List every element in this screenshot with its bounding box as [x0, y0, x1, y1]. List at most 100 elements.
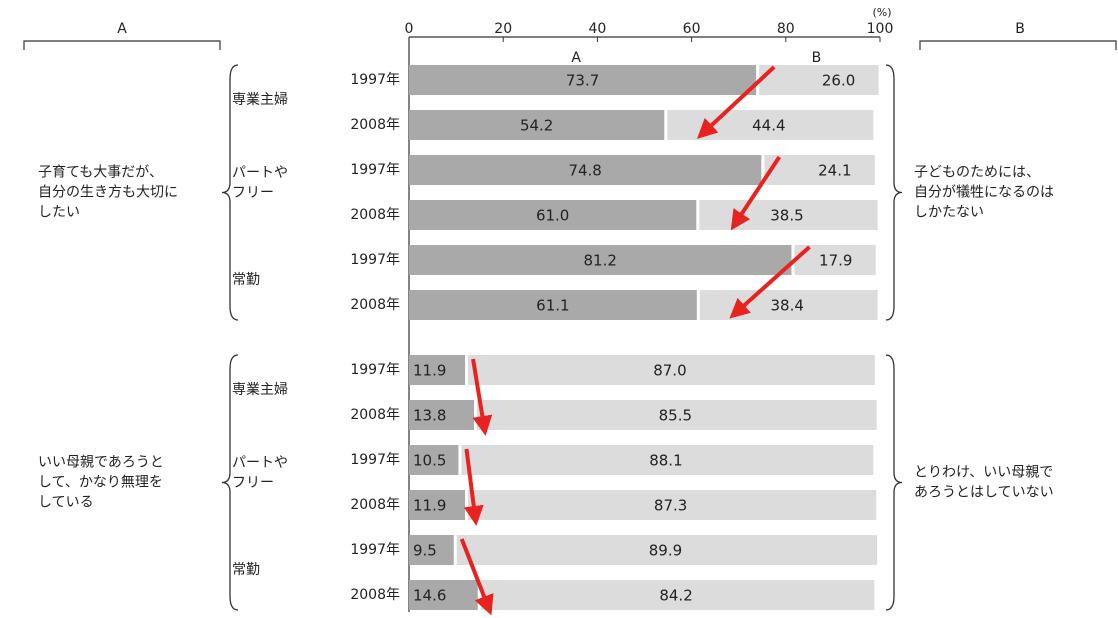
right-description-line: とりわけ、いい母親で — [914, 465, 1053, 481]
value-label-b: 87.3 — [654, 497, 687, 515]
value-label-a: 10.5 — [413, 452, 446, 470]
value-label-b: 44.4 — [752, 117, 785, 135]
bar-segment-b — [764, 155, 875, 185]
year-label: 2008年 — [350, 117, 400, 133]
year-label: 1997年 — [350, 542, 400, 558]
year-label: 1997年 — [350, 452, 400, 468]
value-label-a: 74.8 — [568, 162, 601, 180]
value-label-a: 61.0 — [536, 207, 569, 225]
right-description-line: 自分が犠牲になるのは — [914, 184, 1054, 201]
change-arrow — [471, 358, 493, 436]
value-label-a: 14.6 — [413, 587, 446, 605]
value-label-b: 88.1 — [649, 452, 682, 470]
year-label: 1997年 — [350, 362, 400, 378]
bar-segment-a — [409, 155, 762, 185]
right-description-line: あろうとはしていない — [914, 485, 1054, 501]
x-tick-label: 20 — [494, 21, 512, 37]
category-label: 専業主婦 — [232, 381, 288, 398]
bar-segment-b — [699, 200, 878, 230]
bar-segment-b — [456, 535, 878, 565]
bar-segment-a — [409, 535, 454, 565]
change-arrow — [459, 538, 494, 616]
left-description-line: 子育ても大事だが、 — [38, 165, 163, 181]
left-brace — [221, 64, 239, 321]
header-right-bracket — [919, 40, 1117, 50]
category-label: フリー — [232, 475, 274, 491]
bar-segment-a — [409, 355, 466, 385]
bar-segment-a — [409, 110, 665, 140]
bar-segment-a — [409, 445, 459, 475]
category-label: 常勤 — [232, 272, 260, 288]
category-label: 専業主婦 — [232, 91, 288, 108]
year-label: 2008年 — [350, 407, 400, 423]
right-brace — [885, 64, 903, 321]
year-label: 1997年 — [350, 252, 400, 268]
series-label-a: A — [571, 50, 581, 66]
bar-segment-a — [409, 245, 792, 275]
x-tick-label: 100 — [867, 21, 894, 37]
year-label: 1997年 — [350, 162, 400, 178]
value-label-a: 61.1 — [536, 297, 569, 315]
value-label-a: 81.2 — [584, 252, 617, 270]
x-tick-label: 80 — [777, 21, 795, 37]
value-label-a: 9.5 — [413, 542, 437, 560]
value-label-a: 73.7 — [566, 72, 599, 90]
header-right-label: B — [1015, 21, 1025, 37]
x-tick-label: 40 — [588, 21, 606, 37]
category-label: フリー — [232, 185, 274, 201]
bar-segment-a — [409, 400, 474, 430]
left-description-line: したい — [38, 205, 80, 221]
year-label: 1997年 — [350, 72, 400, 88]
right-description-line: しかたない — [914, 205, 984, 221]
bar-segment-b — [759, 65, 879, 95]
x-tick-label: 60 — [683, 21, 701, 37]
year-label: 2008年 — [350, 297, 400, 313]
value-label-a: 11.9 — [413, 497, 446, 515]
value-label-b: 89.9 — [649, 542, 682, 560]
bar-segment-b — [468, 355, 875, 385]
category-label: パートや — [232, 165, 288, 181]
right-description-line: 子どものためには、 — [914, 165, 1040, 181]
bar-segment-a — [409, 290, 697, 320]
year-label: 2008年 — [350, 587, 400, 603]
bar-segment-a — [409, 200, 697, 230]
x-tick-label: 0 — [405, 21, 414, 37]
change-arrow — [463, 448, 484, 526]
value-label-a: 13.8 — [413, 407, 446, 425]
value-label-b: 84.2 — [659, 587, 692, 605]
category-label: パートや — [232, 455, 288, 471]
bar-segment-b — [480, 580, 875, 610]
left-description-line: 自分の生き方も大切に — [38, 185, 178, 201]
value-label-a: 11.9 — [413, 362, 446, 380]
left-brace — [221, 354, 239, 611]
bar-segment-b — [461, 445, 874, 475]
series-label-b: B — [812, 50, 822, 66]
category-label: 常勤 — [232, 562, 260, 578]
value-label-a: 54.2 — [520, 117, 553, 135]
bar-segment-a — [409, 65, 757, 95]
year-label: 2008年 — [350, 207, 400, 223]
value-label-b: 85.5 — [659, 407, 692, 425]
header-left-label: A — [117, 21, 127, 37]
year-label: 2008年 — [350, 497, 400, 513]
value-label-b: 26.0 — [822, 72, 855, 90]
bar-segment-b — [468, 490, 877, 520]
value-label-b: 38.5 — [770, 207, 803, 225]
right-brace — [885, 354, 903, 611]
change-arrow — [729, 245, 811, 319]
bar-segment-b — [476, 400, 877, 430]
value-label-b: 24.1 — [818, 162, 851, 180]
value-label-b: 38.4 — [771, 297, 804, 315]
header-left-bracket — [23, 40, 221, 50]
left-description-line: して、かなり無理を — [38, 475, 163, 491]
left-description-line: している — [38, 495, 94, 511]
value-label-b: 17.9 — [819, 252, 852, 270]
change-arrow — [696, 65, 776, 139]
x-axis-unit: (%) — [872, 6, 891, 19]
bar-segment-a — [409, 580, 478, 610]
change-arrow — [730, 155, 781, 231]
value-label-b: 87.0 — [653, 362, 686, 380]
left-description-line: いい母親であろうと — [38, 455, 164, 471]
bar-segment-a — [409, 490, 466, 520]
